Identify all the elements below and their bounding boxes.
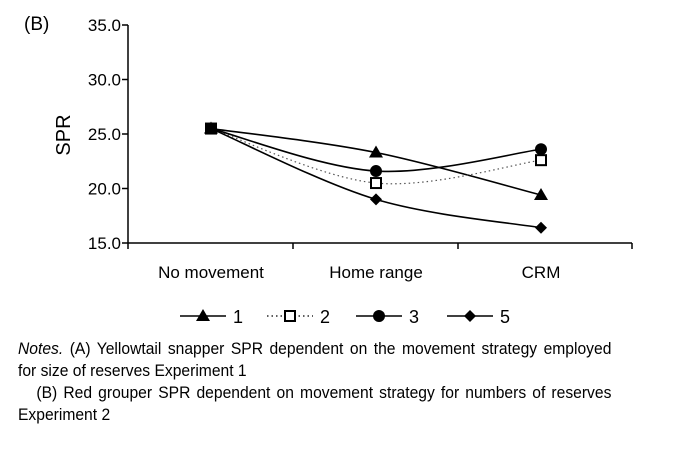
legend-label-1: 1 xyxy=(233,307,243,327)
note-b: (B) Red grouper SPR dependent on movemen… xyxy=(18,383,612,424)
x-tick-labels: No movement Home range CRM xyxy=(158,263,560,282)
legend-label-2: 2 xyxy=(320,307,330,327)
legend-marker-3 xyxy=(373,310,385,322)
legend: 1 2 3 5 xyxy=(180,307,510,327)
note-a-text: (A) Yellowtail snapper SPR dependent on … xyxy=(18,339,612,380)
y-tick-label: 30.0 xyxy=(88,71,121,90)
spr-line-chart: (B) SPR 15.0 20.0 25.0 30.0 35.0 No movement… xyxy=(24,14,633,327)
y-tick-label: 25.0 xyxy=(88,125,121,144)
axes xyxy=(122,24,633,249)
y-axis-label: SPR xyxy=(53,114,75,155)
legend-marker-2 xyxy=(284,310,296,322)
notes-label: Notes. xyxy=(18,339,64,358)
x-tick-label: Home range xyxy=(329,263,423,282)
y-tick-label: 20.0 xyxy=(88,180,121,199)
y-tick-label: 35.0 xyxy=(88,16,121,35)
data-point-series-1 xyxy=(369,145,383,158)
y-tick-label: 15.0 xyxy=(88,234,121,253)
data-point-series-1 xyxy=(534,188,548,201)
data-point-series-5 xyxy=(205,122,217,135)
series-group xyxy=(204,121,548,234)
data-point-series-2 xyxy=(370,177,382,190)
data-point-series-5 xyxy=(535,221,547,234)
panel-label: (B) xyxy=(24,14,49,35)
note-a: Notes. (A) Yellowtail snapper SPR depend… xyxy=(18,338,611,382)
figure-notes: Notes. (A) Yellowtail snapper SPR depend… xyxy=(18,338,611,426)
data-point-series-5 xyxy=(370,193,382,206)
x-tick-label: CRM xyxy=(522,263,561,282)
data-point-series-2 xyxy=(535,154,547,167)
y-tick-labels: 15.0 20.0 25.0 30.0 35.0 xyxy=(88,16,121,253)
legend-marker-5 xyxy=(464,310,476,322)
data-point-series-3 xyxy=(535,143,547,156)
legend-label-5: 5 xyxy=(500,307,510,327)
legend-label-3: 3 xyxy=(409,307,419,327)
data-point-series-3 xyxy=(370,165,382,178)
legend-marker-1 xyxy=(196,309,210,321)
x-tick-label: No movement xyxy=(158,263,264,282)
